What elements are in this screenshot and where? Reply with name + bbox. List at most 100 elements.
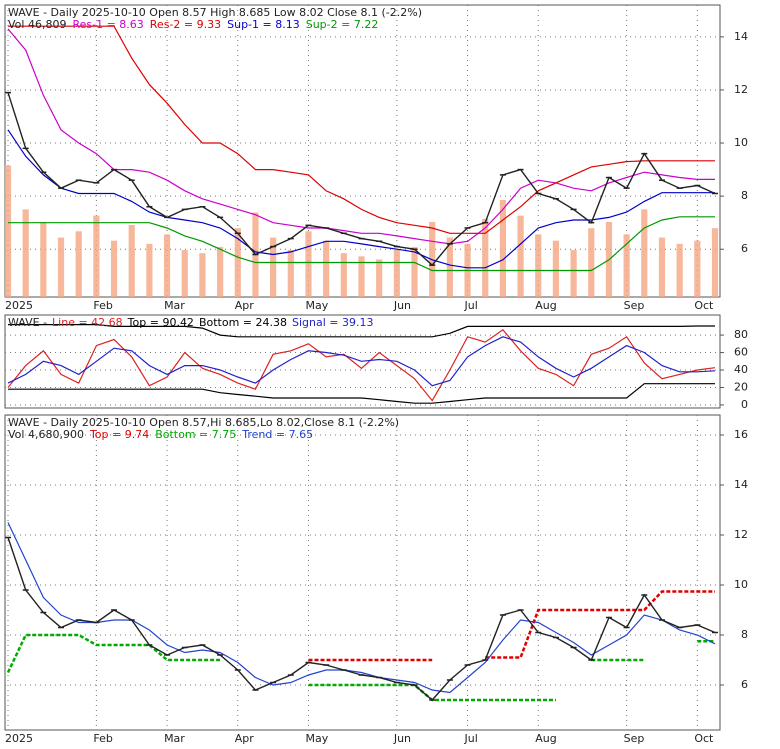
y-tick-label: 20: [734, 380, 748, 393]
volume-bar: [535, 234, 542, 297]
trend-panel-frame: [4, 414, 721, 731]
panel-title: WAVE -: [8, 316, 47, 329]
panel-legend: Vol 46,809 Res-1 = 8.63 Res-2 = 9.33 Sup-1 …: [8, 18, 378, 31]
volume-bar: [358, 256, 365, 297]
series-line: [7, 28, 715, 245]
volume-bar: [552, 240, 560, 297]
x-tick-label: Sep: [624, 299, 645, 312]
volume-bar: [181, 250, 188, 297]
volume-label: Vol 4,680,900: [8, 428, 84, 441]
x-tick-label: 2025: [5, 732, 33, 745]
y-tick-label: 8: [741, 628, 748, 641]
volume-bar: [340, 253, 347, 297]
x-tick-label: Jul: [464, 299, 478, 312]
series-line: [7, 336, 716, 387]
x-tick-label: May: [305, 299, 328, 312]
volume-bar: [234, 228, 241, 297]
series-line: [308, 590, 715, 662]
x-tick-label: Apr: [235, 299, 255, 312]
volume-bar: [93, 215, 100, 297]
volume-bar: [393, 250, 400, 297]
x-tick-label: Sep: [624, 732, 645, 745]
y-tick-label: 0: [741, 398, 748, 411]
y-tick-label: 10: [734, 578, 748, 591]
series-line: [7, 522, 716, 694]
volume-bar: [146, 243, 153, 297]
legend-entry: Line = 42.68: [52, 316, 123, 329]
y-tick-label: 6: [741, 242, 748, 255]
x-tick-label: Feb: [93, 732, 112, 745]
x-tick-label: 2025: [5, 299, 33, 312]
x-tick-label: May: [305, 732, 328, 745]
volume-bar: [588, 228, 595, 297]
panel-legend: Vol 4,680,900 Top = 9.74 Bottom = 7.75 Tren…: [8, 428, 313, 441]
x-tick-label: Oct: [694, 299, 714, 312]
panel-header: WAVE - Line = 42.68 Top = 90.42 Bottom = 24…: [8, 316, 374, 329]
volume-bar: [446, 237, 453, 297]
x-tick-label: Jun: [393, 732, 411, 745]
volume-bar: [641, 209, 648, 297]
series-line: [7, 328, 716, 402]
panel: 6 8 10 12 14 2025 Feb Mar Apr May Jun Jul Aug Sep Oct: [4, 5, 748, 312]
volume-bar: [323, 240, 330, 297]
x-tick-label: Aug: [535, 299, 556, 312]
series-line: [8, 324, 715, 338]
y-tick-label: 14: [734, 30, 748, 43]
volume-bar: [376, 259, 383, 297]
x-tick-label: Jul: [464, 732, 478, 745]
volume-bar: [658, 237, 666, 297]
panel-header: WAVE - Daily 2025-10-10 Open 8.57,Hi 8.6…: [8, 416, 399, 429]
volume-bar: [217, 246, 224, 297]
legend-entry: Sup-1 = 8.13: [227, 18, 300, 31]
legend-entry: Bottom = 7.75: [155, 428, 236, 441]
x-tick-label: Apr: [235, 732, 255, 745]
volume-bar: [287, 250, 294, 297]
series-line: [7, 129, 715, 269]
y-tick-label: 80: [734, 328, 748, 341]
volume-bar: [570, 250, 577, 297]
panel-header: WAVE - Daily 2025-10-10 Open 8.57 High 8…: [8, 6, 422, 19]
y-tick-label: 12: [734, 83, 748, 96]
x-tick-label: Jun: [393, 299, 411, 312]
volume-bar: [199, 253, 206, 297]
panel-title: WAVE - Daily 2025-10-10 Open 8.57 High 8…: [8, 6, 422, 19]
volume-bar: [128, 225, 135, 297]
legend-entry: Trend = 7.65: [241, 428, 313, 441]
volume-bar: [57, 237, 65, 297]
volume-bar: [110, 240, 118, 297]
volume-bar: [676, 243, 683, 297]
volume-bar: [482, 218, 489, 297]
y-tick-label: 6: [741, 678, 748, 691]
legend-entry: Top = 9.74: [89, 428, 149, 441]
y-tick-label: 8: [741, 189, 748, 202]
y-tick-label: 12: [734, 528, 748, 541]
volume-bar: [75, 231, 82, 297]
y-tick-label: 60: [734, 346, 748, 359]
x-tick-label: Mar: [164, 732, 185, 745]
series-line: [8, 25, 715, 234]
legend-entry: Res-1 = 8.63: [72, 18, 143, 31]
volume-bar: [517, 215, 524, 297]
volume-label: Vol 46,809: [8, 18, 66, 31]
legend-entry: Res-2 = 9.33: [150, 18, 221, 31]
x-tick-label: Aug: [535, 732, 556, 745]
legend-entry: Signal = 39.13: [292, 316, 374, 329]
volume-bar: [305, 231, 312, 297]
panel: 6 8 10 12 14 16 2025 Feb Mar Apr May Jun Jul Aug Sep Oc…: [5, 415, 748, 745]
y-tick-label: 10: [734, 136, 748, 149]
legend-entry: Top = 90.42: [127, 316, 194, 329]
series-line: [8, 383, 715, 404]
volume-bar: [411, 246, 418, 297]
x-tick-label: Feb: [93, 299, 112, 312]
volume-bar: [22, 209, 29, 297]
x-tick-label: Mar: [164, 299, 185, 312]
volume-bar: [499, 200, 506, 297]
volume-bar: [623, 234, 630, 297]
price-panel-frame: [4, 4, 721, 298]
series-line: [8, 216, 715, 272]
volume-bar: [711, 228, 719, 297]
y-tick-label: 14: [734, 478, 748, 491]
panel: 0 20 40 60 80: [5, 324, 748, 411]
